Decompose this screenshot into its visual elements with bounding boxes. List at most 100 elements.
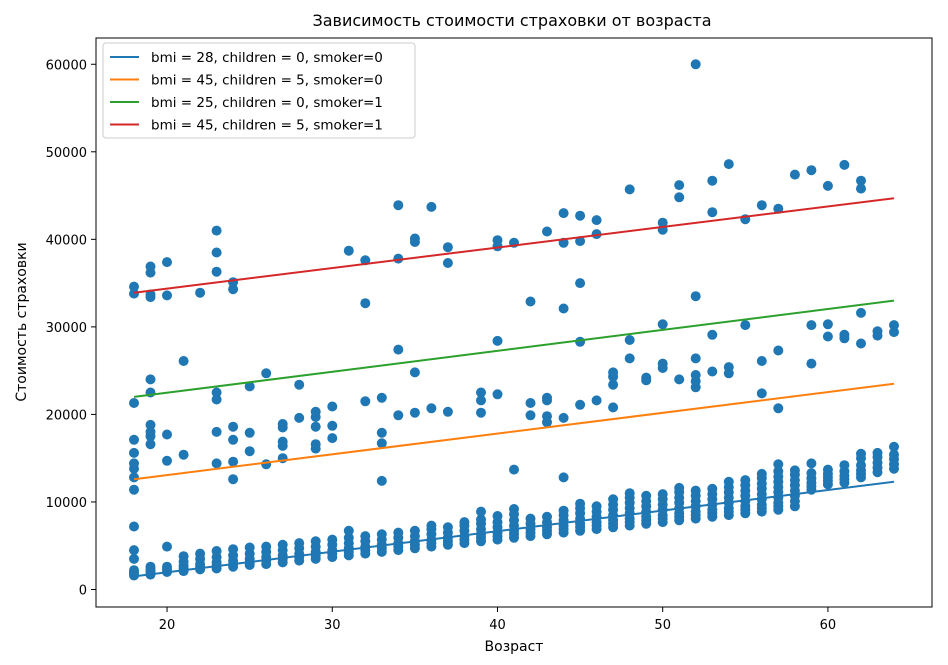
scatter-point [162,455,172,466]
scatter-point [723,362,734,373]
scatter-point [360,298,371,309]
scatter-point [608,494,619,505]
scatter-point [889,441,899,452]
scatter-point [690,291,701,302]
scatter-point [822,331,833,342]
scatter-point [789,169,800,180]
scatter-point [492,511,503,521]
scatter-point [591,395,602,406]
scatter-point [641,372,652,383]
scatter-point [129,553,139,564]
scatter-point [228,421,239,432]
scatter-point [624,184,635,195]
scatter-point [228,284,239,295]
scatter-point [674,374,685,385]
x-axis-ticks: 20 30 40 50 60 [159,607,836,633]
scatter-point [856,338,866,349]
scatter-point [393,344,404,355]
scatter-point [178,449,189,460]
scatter-point [509,464,519,475]
scatter-point [360,396,371,407]
scatter-point [145,419,156,430]
y-tick-label: 50000 [46,146,87,161]
scatter-point [839,329,850,340]
x-tick-label: 50 [654,618,671,633]
scatter-point [889,327,899,338]
scatter-point [707,483,718,494]
scatter-point [690,485,701,496]
legend: bmi = 28, children = 0, smoker=0 bmi = 45… [102,42,416,139]
scatter-point [327,420,338,431]
y-tick-label: 20000 [46,408,87,423]
scatter-point [129,472,139,483]
chart-title: Зависимость стоимости страховки от возра… [312,11,711,30]
scatter-point [145,439,156,450]
scatter-point [591,229,602,240]
scatter-point [674,482,685,493]
scatter-point [376,427,387,438]
scatter-point [806,358,817,369]
y-tick-label: 30000 [46,321,87,336]
scatter-point [822,319,833,330]
legend-label: bmi = 45, children = 5, smoker=0 [151,73,383,89]
scatter-point [310,406,321,417]
scatter-point [442,242,453,253]
scatter-point [409,233,420,244]
scatter-point [360,531,371,542]
scatter-point [657,217,668,228]
scatter-point [773,403,784,414]
scatter-point [442,522,453,533]
scatter-point [178,551,189,562]
scatter-point [690,370,701,380]
scatter-point [244,542,255,553]
scatter-point [856,183,866,194]
scatter-point [558,208,569,219]
scatter-point [789,465,800,476]
scatter-point [575,498,586,509]
legend-label: bmi = 28, children = 0, smoker=0 [151,50,383,66]
scatter-point [608,379,619,390]
scatter-point [310,439,321,450]
scatter-point [162,290,172,301]
scatter-point [211,426,222,437]
scatter-point [294,538,305,549]
scatter-point [393,200,404,211]
scatter-point [740,320,751,331]
scatter-point [211,266,222,277]
scatter-point [856,175,866,186]
scatter-point [839,460,850,471]
scatter-point [723,476,734,487]
scatter-point [327,433,338,444]
scatter-point [492,235,503,246]
scatter-point [376,529,387,540]
x-tick-label: 60 [820,618,837,633]
scatter-point [129,447,139,458]
y-tick-label: 60000 [46,58,87,73]
scatter-point [129,281,139,292]
scatter-point [244,381,255,392]
scatter-point [558,412,569,423]
scatter-point [773,459,784,470]
x-tick-label: 20 [159,618,176,633]
scatter-point [591,215,602,226]
legend-label: bmi = 45, children = 5, smoker=1 [151,118,383,134]
scatter-point [525,513,536,524]
scatter-point [442,406,453,417]
scatter-point [558,472,569,483]
scatter-point [542,392,552,403]
scatter-point [244,446,255,457]
scatter-point [773,345,784,356]
legend-label: bmi = 25, children = 0, smoker=1 [151,95,383,111]
scatter-point [756,356,767,366]
scatter-point [409,407,420,418]
scatter-point [211,458,222,469]
scatter-point [145,289,156,300]
scatter-point [129,565,139,576]
scatter-point [723,159,734,170]
scatter-point [228,474,239,485]
scatter-point [277,436,288,447]
scatter-point [343,245,354,256]
scatter-point [674,180,685,191]
scatter-point [657,319,668,330]
scatter-point [426,403,437,414]
